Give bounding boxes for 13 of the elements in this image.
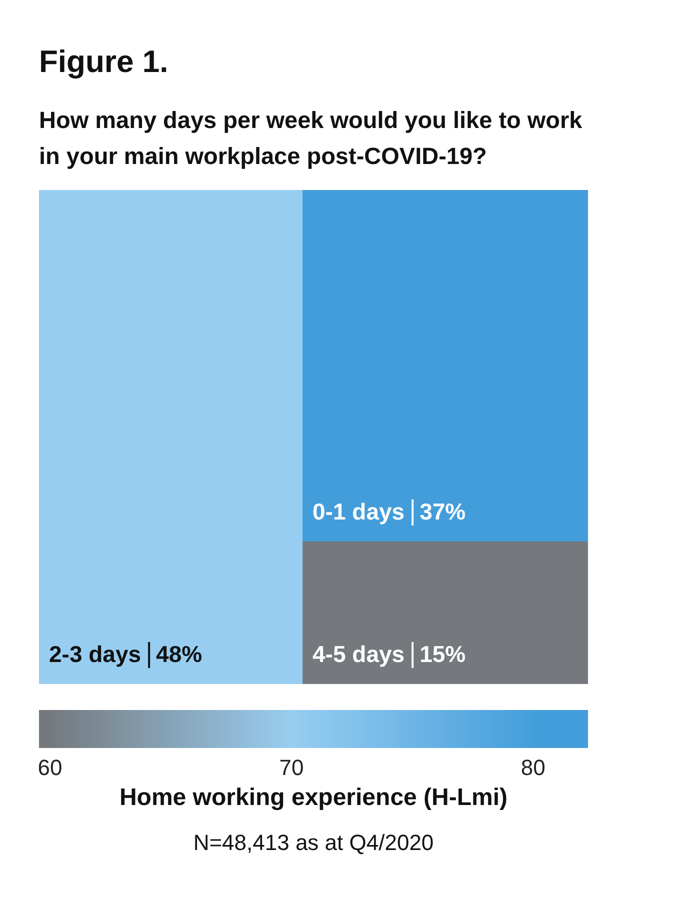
text: How many days per week would you like to work in your main workplace post-COVID-19? <box>39 106 584 171</box>
data-label: 37% <box>420 498 466 524</box>
data-label: 15% <box>420 641 466 667</box>
category-label: 4-5 days <box>312 641 405 667</box>
category-label: 0-1 days <box>312 498 405 524</box>
category-label: 2-3 days <box>49 641 142 667</box>
text: Figure 1. <box>39 43 170 80</box>
text: N=48,413 as at Q4/2020 <box>192 830 435 856</box>
text: 80 <box>520 755 546 780</box>
data-label: 48% <box>156 641 202 667</box>
text: Home working experience (H-Lmi) <box>118 784 509 812</box>
text: 70 <box>279 755 304 780</box>
text: 60 <box>38 755 62 780</box>
